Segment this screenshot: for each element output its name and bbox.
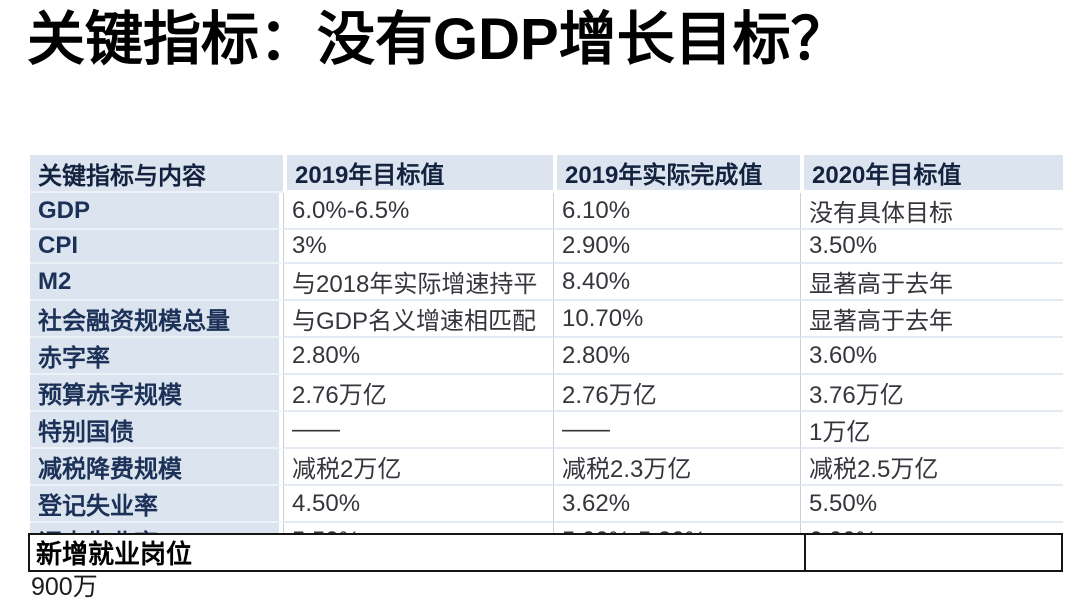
value-cell: 1万亿: [800, 412, 1063, 449]
row-label: GDP: [30, 193, 283, 230]
table-row-registered-unemployment: 登记失业率 4.50% 3.62% 5.50%: [30, 486, 1063, 523]
col-header-2019-actual: 2019年实际完成值: [553, 155, 800, 193]
value-cell: 8.40%: [553, 264, 800, 301]
value-cell: 减税2.3万亿: [553, 449, 800, 486]
table-row-tax-cut: 减税降费规模 减税2万亿 减税2.3万亿 减税2.5万亿: [30, 449, 1063, 486]
row-label: 特别国债: [30, 412, 283, 449]
row-label: 登记失业率: [30, 486, 283, 523]
value-cell: 3%: [283, 230, 553, 264]
row-label: M2: [30, 264, 283, 301]
value-cell: 2.76万亿: [283, 375, 553, 412]
value-cell: 2.90%: [553, 230, 800, 264]
page-title: 关键指标：没有GDP增长目标？: [27, 7, 849, 72]
value-cell: 2.76万亿: [553, 375, 800, 412]
col-header-indicator: 关键指标与内容: [30, 155, 283, 193]
value-cell: 4.50%: [283, 486, 553, 523]
clipped-row-label: 900万: [31, 573, 98, 601]
value-cell: 没有具体目标: [800, 193, 1063, 230]
table-row-social-financing: 社会融资规模总量 与GDP名义增速相匹配 10.70% 显著高于去年: [30, 301, 1063, 338]
value-cell: 3.50%: [800, 230, 1063, 264]
value-cell: 6.10%: [553, 193, 800, 230]
value-cell: 3.60%: [800, 338, 1063, 375]
value-cell: ——: [283, 412, 553, 449]
value-cell: 3.76万亿: [800, 375, 1063, 412]
value-cell: 2.80%: [283, 338, 553, 375]
value-cell: 减税2.5万亿: [800, 449, 1063, 486]
value-cell: 2.80%: [553, 338, 800, 375]
row-label: 社会融资规模总量: [30, 301, 283, 338]
table-row-m2: M2 与2018年实际增速持平 8.40% 显著高于去年: [30, 264, 1063, 301]
row-label: 赤字率: [30, 338, 283, 375]
value-cell: 3.62%: [553, 486, 800, 523]
value-cell: 减税2万亿: [283, 449, 553, 486]
col-header-2019-target: 2019年目标值: [283, 155, 553, 193]
value-cell: 显著高于去年: [800, 301, 1063, 338]
col-header-2020-target: 2020年目标值: [800, 155, 1063, 193]
table-row-cpi: CPI 3% 2.90% 3.50%: [30, 230, 1063, 264]
row-label: CPI: [30, 230, 283, 264]
value-cell: 显著高于去年: [800, 264, 1063, 301]
value-cell: ——: [553, 412, 800, 449]
value-cell: 6.0%-6.5%: [283, 193, 553, 230]
table-row-special-bond: 特别国债 —— —— 1万亿: [30, 412, 1063, 449]
overflow-row-value-cell: [806, 535, 1061, 570]
value-cell: 与2018年实际增速持平: [283, 264, 553, 301]
table-row-gdp: GDP 6.0%-6.5% 6.10% 没有具体目标: [30, 193, 1063, 230]
value-cell: 10.70%: [553, 301, 800, 338]
row-label: 预算赤字规模: [30, 375, 283, 412]
header-row: 关键指标与内容 2019年目标值 2019年实际完成值 2020年目标值: [30, 155, 1063, 193]
table-row-deficit-ratio: 赤字率 2.80% 2.80% 3.60%: [30, 338, 1063, 375]
value-cell: 5.50%: [800, 486, 1063, 523]
row-label: 减税降费规模: [30, 449, 283, 486]
overflow-row-new-jobs: 新增就业岗位: [28, 533, 1063, 572]
table-row-budget-deficit: 预算赤字规模 2.76万亿 2.76万亿 3.76万亿: [30, 375, 1063, 412]
kpi-table: 关键指标与内容 2019年目标值 2019年实际完成值 2020年目标值 GDP…: [30, 155, 1063, 560]
value-cell: 与GDP名义增速相匹配: [283, 301, 553, 338]
overflow-row-label: 新增就业岗位: [30, 535, 806, 570]
